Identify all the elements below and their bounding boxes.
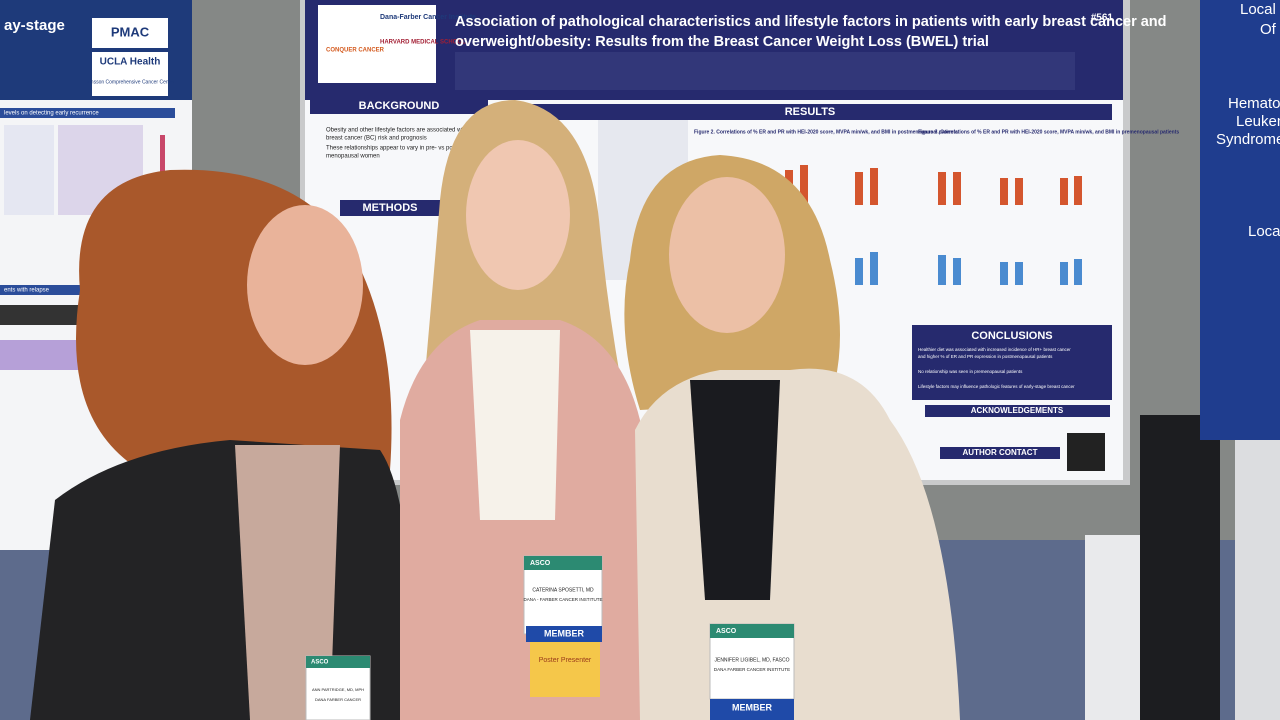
left-section: levels on detecting early recurrence [4, 111, 99, 117]
badge-name: CATERINA SPOSETTI, MD [532, 587, 594, 593]
poster-bar [1015, 262, 1023, 285]
left-plot-scale [160, 135, 165, 205]
badge-org: ASCO [311, 660, 329, 666]
logo-text: UCLA Health [100, 57, 161, 68]
conclusions-box [912, 325, 1112, 400]
tripod-case [1140, 415, 1220, 720]
poster-bar [1074, 259, 1082, 285]
badge: ASCO JENNIFER LIGIBEL, MD, FASCO DANA FA… [709, 623, 795, 720]
badge-membership: MEMBER [732, 702, 772, 712]
logo-text: PMAC [111, 24, 150, 39]
right-poster-text: Syndrome [1216, 131, 1280, 148]
bullet: and higher % of ER and PR expression in … [918, 354, 1053, 359]
badge-affiliation: DANA - FARBER CANCER INSTITUTE [523, 597, 602, 602]
section-bar [340, 200, 440, 216]
ribbon-text: Poster Presenter [539, 657, 592, 664]
bullet: breast cancer (BC) risk and prognosis [326, 136, 427, 142]
booth-edge [1235, 440, 1280, 720]
top [690, 380, 780, 600]
poster-bar [855, 258, 863, 285]
right-poster-text: Of [1260, 21, 1277, 38]
right-poster [1200, 0, 1280, 440]
badge-member-bar [710, 699, 794, 720]
left-section-bar [0, 108, 175, 118]
section-bar [310, 98, 488, 114]
section-bar [940, 447, 1060, 459]
badge-membership: MEMBER [544, 628, 584, 638]
badge-band [306, 656, 370, 668]
blouse [470, 330, 560, 520]
badge-member-bar [526, 626, 602, 642]
poster-title: Association of pathological characterist… [455, 14, 1167, 30]
poster-bar [800, 165, 808, 205]
left-section: ents with relapse [4, 288, 50, 294]
badge: ASCO CATERINA SPOSETTI, MD DANA - FARBER… [523, 555, 603, 697]
poster-bar [870, 168, 878, 205]
qr-code [1067, 433, 1105, 471]
left-plot [4, 125, 54, 215]
figure-caption: Figure 2. Correlations of % ER and PR wi… [694, 129, 958, 135]
poster-bar [870, 252, 878, 285]
poster-bar [953, 172, 961, 205]
section-title: BACKGROUND [359, 100, 440, 112]
logo-text: Jonsson Comprehensive Cancer Center [86, 79, 175, 85]
bullet: These relationships appear to vary in pr… [326, 146, 458, 152]
right-poster-text: Leuken [1236, 113, 1280, 130]
author-list [455, 52, 1075, 90]
bullet: Healthier diet was associated with incre… [918, 347, 1071, 352]
poster-bar [938, 172, 946, 205]
section-title: ACKNOWLEDGEMENTS [971, 406, 1064, 415]
logo-box [92, 52, 168, 96]
poster-number: #561 [1091, 13, 1114, 24]
poster-bar [1015, 178, 1023, 205]
section-bar [925, 405, 1110, 417]
logo-panel [318, 5, 436, 83]
poster-bar [1074, 176, 1082, 205]
poster-bar [855, 172, 863, 205]
right-poster-text: Hemato [1228, 95, 1280, 112]
badge-affiliation: DANA FARBER CANCER INSTITUTE [714, 667, 790, 672]
face [466, 140, 570, 290]
right-poster-text: Local [1240, 1, 1276, 18]
top [235, 445, 340, 720]
poster-bar [1060, 262, 1068, 285]
face [247, 205, 363, 365]
poster-bar [1000, 262, 1008, 285]
logo-text: HARVARD MEDICAL SCHOOL [380, 40, 466, 46]
badge: ASCO ANN PARTRIDGE, MD, MPH DANA FARBER … [305, 655, 371, 720]
poster-bar [1000, 178, 1008, 205]
badge-name: ANN PARTRIDGE, MD, MPH [312, 687, 364, 692]
face [669, 177, 785, 333]
badge-band [524, 556, 602, 570]
logo-text: Dana-Farber Cancer Institute [380, 14, 476, 21]
poster-bar [953, 258, 961, 285]
poster-bar [938, 255, 946, 285]
right-poster-text: Local [1248, 223, 1280, 240]
badge-band [710, 624, 794, 638]
left-poster-title: ay-stage [4, 17, 65, 34]
badge-name: JENNIFER LIGIBEL, MD, FASCO [714, 657, 789, 663]
section-bar [492, 104, 1112, 120]
section-title: RESULTS [785, 106, 836, 118]
logo-text: CONQUER CANCER [326, 48, 385, 54]
section-title: METHODS [363, 202, 418, 214]
bullet: Lifestyle factors may influence patholog… [918, 384, 1075, 389]
poster-title: overweight/obesity: Results from the Bre… [455, 34, 989, 50]
logo-box [92, 18, 168, 48]
poster-bar [1060, 178, 1068, 205]
section-title: CONCLUSIONS [971, 330, 1052, 342]
badge-org: ASCO [716, 628, 737, 635]
bullet: No relationship was seen in premenopausa… [918, 369, 1023, 374]
bullet: Obesity and other lifestyle factors are … [326, 128, 468, 134]
figure-caption: Figure 3. Correlations of % ER and PR wi… [918, 129, 1179, 135]
section-title: AUTHOR CONTACT [963, 448, 1038, 457]
bullet: menopausal women [326, 154, 380, 160]
badge-affiliation: DANA FARBER CANCER [315, 697, 361, 702]
ribbon [530, 642, 600, 697]
badge-org: ASCO [530, 560, 551, 567]
